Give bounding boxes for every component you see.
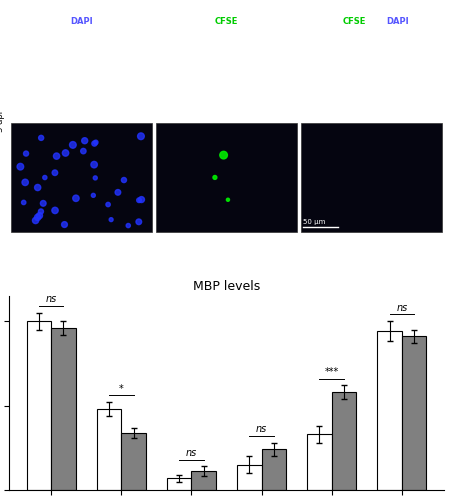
Point bbox=[120, 176, 128, 184]
Point bbox=[91, 140, 98, 147]
Point bbox=[83, 248, 90, 256]
Point bbox=[38, 134, 45, 142]
Point bbox=[20, 198, 27, 206]
Point bbox=[46, 260, 53, 268]
Point bbox=[92, 174, 99, 182]
Point bbox=[95, 288, 102, 296]
Bar bbox=[51, 328, 76, 490]
Point bbox=[81, 136, 88, 144]
Point bbox=[105, 200, 112, 208]
Point bbox=[114, 188, 121, 196]
Bar bbox=[307, 434, 332, 490]
Text: DAPI: DAPI bbox=[70, 16, 93, 26]
Point bbox=[107, 216, 115, 224]
Point bbox=[41, 174, 48, 182]
Point bbox=[90, 192, 97, 200]
Point bbox=[34, 214, 41, 222]
Text: 3 dpi: 3 dpi bbox=[0, 111, 5, 132]
Point bbox=[61, 220, 68, 228]
Bar bbox=[402, 336, 426, 490]
FancyBboxPatch shape bbox=[156, 234, 297, 344]
Point bbox=[133, 256, 140, 264]
Point bbox=[72, 194, 80, 202]
FancyBboxPatch shape bbox=[156, 122, 297, 232]
Point bbox=[135, 218, 142, 226]
Point bbox=[62, 149, 69, 157]
Point bbox=[35, 260, 42, 268]
Point bbox=[111, 306, 118, 314]
Point bbox=[220, 151, 227, 159]
Text: *: * bbox=[119, 384, 124, 394]
Point bbox=[23, 150, 30, 158]
Point bbox=[51, 168, 58, 176]
Point bbox=[91, 160, 98, 168]
Point bbox=[67, 252, 74, 260]
Point bbox=[36, 212, 43, 220]
Text: ns: ns bbox=[396, 302, 408, 312]
Text: ns: ns bbox=[256, 424, 267, 434]
Point bbox=[138, 196, 145, 203]
FancyBboxPatch shape bbox=[301, 122, 442, 232]
Text: ns: ns bbox=[45, 294, 57, 304]
Bar bbox=[261, 450, 286, 490]
Point bbox=[22, 178, 29, 186]
FancyBboxPatch shape bbox=[11, 122, 152, 232]
Text: CFSE: CFSE bbox=[342, 16, 366, 26]
Point bbox=[211, 174, 218, 182]
Point bbox=[207, 262, 214, 270]
Point bbox=[117, 316, 124, 324]
Bar bbox=[377, 332, 402, 490]
FancyBboxPatch shape bbox=[301, 234, 442, 344]
Bar bbox=[237, 464, 261, 490]
Point bbox=[51, 206, 58, 214]
Point bbox=[69, 141, 77, 149]
Bar bbox=[121, 432, 146, 490]
Text: 50 μm: 50 μm bbox=[304, 220, 326, 226]
Point bbox=[224, 296, 231, 304]
Point bbox=[51, 296, 58, 304]
Point bbox=[34, 184, 41, 192]
Point bbox=[128, 305, 135, 313]
Text: ***: *** bbox=[325, 367, 339, 377]
Point bbox=[224, 196, 231, 204]
Text: ns: ns bbox=[186, 448, 197, 458]
Point bbox=[39, 200, 47, 207]
Point bbox=[194, 318, 201, 326]
Point bbox=[117, 336, 125, 344]
Bar bbox=[192, 472, 216, 490]
Bar bbox=[97, 409, 121, 490]
Point bbox=[24, 315, 31, 323]
Point bbox=[37, 208, 44, 216]
Title: MBP levels: MBP levels bbox=[193, 280, 260, 293]
Text: 25 μm: 25 μm bbox=[304, 112, 326, 118]
Point bbox=[53, 152, 60, 160]
Point bbox=[17, 162, 24, 170]
Bar bbox=[332, 392, 356, 490]
Point bbox=[43, 326, 51, 334]
Point bbox=[80, 147, 87, 155]
Text: DAPI: DAPI bbox=[386, 16, 409, 26]
Point bbox=[38, 325, 45, 333]
Point bbox=[125, 298, 133, 306]
FancyBboxPatch shape bbox=[11, 234, 152, 344]
Bar bbox=[27, 321, 51, 490]
Point bbox=[32, 216, 39, 224]
Point bbox=[135, 196, 143, 204]
Text: CFSE: CFSE bbox=[215, 16, 238, 26]
Bar bbox=[167, 478, 192, 490]
Point bbox=[125, 222, 132, 230]
Point bbox=[137, 132, 145, 140]
Point bbox=[92, 138, 99, 146]
